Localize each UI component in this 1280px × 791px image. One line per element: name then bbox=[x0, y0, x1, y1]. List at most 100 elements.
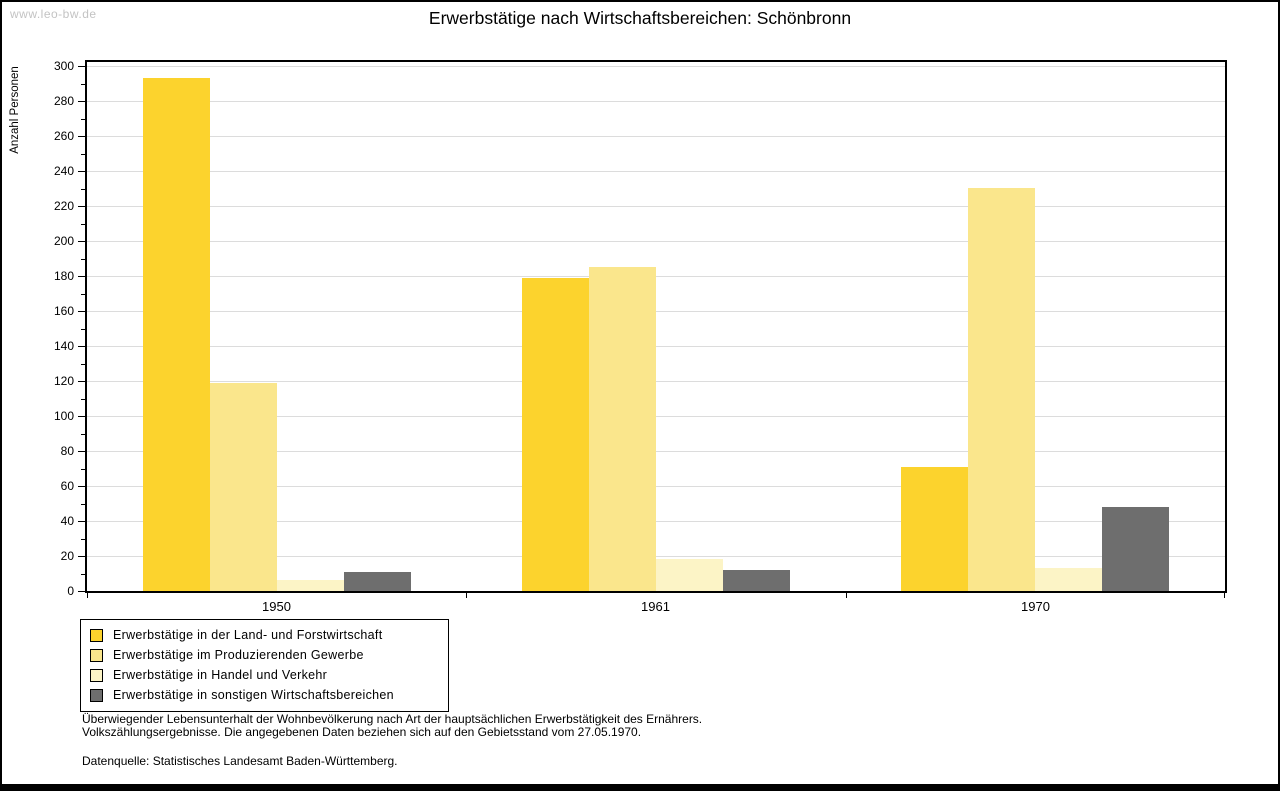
legend-item: Erwerbstätige im Produzierenden Gewerbe bbox=[90, 645, 439, 665]
y-axis-major-tick bbox=[78, 521, 85, 522]
y-axis-minor-tick bbox=[81, 119, 85, 120]
x-axis-tick bbox=[846, 593, 847, 598]
chart-title: Erwerbstätige nach Wirtschaftsbereichen:… bbox=[428, 8, 852, 28]
y-tick-label: 60 bbox=[60, 479, 74, 493]
footer-note-line2: Volkszählungsergebnisse. Die angegebenen… bbox=[82, 725, 642, 739]
y-axis-major-tick bbox=[78, 346, 85, 347]
y-tick-label: 160 bbox=[53, 304, 74, 318]
footer-note-line1: Überwiegender Lebensunterhalt der Wohnbe… bbox=[82, 712, 703, 726]
y-axis-major-tick bbox=[78, 101, 85, 102]
x-axis-tick bbox=[87, 593, 88, 598]
bar bbox=[656, 559, 723, 591]
y-tick-label: 100 bbox=[53, 409, 74, 423]
bar bbox=[1102, 507, 1169, 591]
bar bbox=[522, 278, 589, 591]
y-gridline bbox=[87, 136, 1225, 137]
y-tick-label: 240 bbox=[53, 164, 74, 178]
y-axis-major-tick bbox=[78, 381, 85, 382]
bar bbox=[210, 383, 277, 591]
y-gridline bbox=[87, 521, 1225, 522]
x-axis-tick bbox=[1224, 593, 1225, 598]
legend: Erwerbstätige in der Land- und Forstwirt… bbox=[80, 619, 449, 712]
bar bbox=[968, 188, 1035, 591]
y-axis-major-tick bbox=[78, 451, 85, 452]
legend-item: Erwerbstätige in Handel und Verkehr bbox=[90, 665, 439, 685]
y-axis-major-tick bbox=[78, 486, 85, 487]
legend-label: Erwerbstätige im Produzierenden Gewerbe bbox=[113, 648, 364, 662]
legend-swatch bbox=[90, 688, 103, 702]
legend-label: Erwerbstätige in der Land- und Forstwirt… bbox=[113, 628, 383, 642]
y-axis-minor-tick bbox=[81, 539, 85, 540]
bar bbox=[143, 78, 210, 591]
y-axis-major-tick bbox=[78, 241, 85, 242]
y-axis-major-tick bbox=[78, 136, 85, 137]
y-tick-label: 280 bbox=[53, 94, 74, 108]
y-gridline bbox=[87, 346, 1225, 347]
y-axis-minor-tick bbox=[81, 504, 85, 505]
y-axis-major-tick bbox=[78, 206, 85, 207]
legend-swatch bbox=[90, 648, 103, 662]
y-tick-label: 200 bbox=[53, 234, 74, 248]
y-gridline bbox=[87, 101, 1225, 102]
legend-item: Erwerbstätige in sonstigen Wirtschaftsbe… bbox=[90, 685, 439, 705]
x-tick-label: 1961 bbox=[641, 599, 670, 614]
y-gridline bbox=[87, 311, 1225, 312]
y-axis-minor-tick bbox=[81, 84, 85, 85]
y-axis-minor-tick bbox=[81, 189, 85, 190]
y-axis-major-tick bbox=[78, 311, 85, 312]
y-gridline bbox=[87, 241, 1225, 242]
y-axis-minor-tick bbox=[81, 294, 85, 295]
y-tick-label: 220 bbox=[53, 199, 74, 213]
y-axis-minor-tick bbox=[81, 259, 85, 260]
bar bbox=[901, 467, 968, 591]
y-axis-minor-tick bbox=[81, 364, 85, 365]
plot-area bbox=[85, 60, 1227, 593]
legend-swatch bbox=[90, 668, 103, 682]
y-gridline bbox=[87, 206, 1225, 207]
y-axis-major-tick bbox=[78, 556, 85, 557]
y-axis-minor-tick bbox=[81, 154, 85, 155]
y-tick-label: 300 bbox=[53, 59, 74, 73]
watermark: www.leo-bw.de bbox=[10, 7, 97, 21]
y-gridline bbox=[87, 556, 1225, 557]
y-axis-minor-tick bbox=[81, 399, 85, 400]
bar bbox=[589, 267, 656, 591]
y-axis-major-tick bbox=[78, 66, 85, 67]
bar bbox=[1035, 568, 1102, 591]
y-gridline bbox=[87, 451, 1225, 452]
y-gridline bbox=[87, 171, 1225, 172]
bar bbox=[723, 570, 790, 591]
y-tick-label: 260 bbox=[53, 129, 74, 143]
legend-label: Erwerbstätige in sonstigen Wirtschaftsbe… bbox=[113, 688, 394, 702]
y-axis-minor-tick bbox=[81, 434, 85, 435]
y-axis-major-tick bbox=[78, 591, 85, 592]
y-axis-minor-tick bbox=[81, 224, 85, 225]
y-axis-major-tick bbox=[78, 276, 85, 277]
y-tick-label: 140 bbox=[53, 339, 74, 353]
y-tick-label: 80 bbox=[60, 444, 74, 458]
y-tick-label: 0 bbox=[67, 584, 74, 598]
y-tick-label: 120 bbox=[53, 374, 74, 388]
y-tick-label: 180 bbox=[53, 269, 74, 283]
y-tick-label: 40 bbox=[60, 514, 74, 528]
y-axis-minor-tick bbox=[81, 329, 85, 330]
legend-item: Erwerbstätige in der Land- und Forstwirt… bbox=[90, 625, 439, 645]
y-gridline bbox=[87, 276, 1225, 277]
y-tick-label: 20 bbox=[60, 549, 74, 563]
y-axis-minor-tick bbox=[81, 469, 85, 470]
x-axis-tick bbox=[466, 593, 467, 598]
bar bbox=[277, 580, 344, 591]
y-gridline bbox=[87, 486, 1225, 487]
y-axis-major-tick bbox=[78, 416, 85, 417]
y-axis-minor-tick bbox=[81, 574, 85, 575]
x-tick-label: 1970 bbox=[1021, 599, 1050, 614]
footer-source: Datenquelle: Statistisches Landesamt Bad… bbox=[82, 754, 398, 768]
legend-swatch bbox=[90, 628, 103, 642]
bar bbox=[344, 572, 411, 591]
y-gridline bbox=[87, 381, 1225, 382]
y-gridline bbox=[87, 416, 1225, 417]
y-gridline bbox=[87, 66, 1225, 67]
legend-label: Erwerbstätige in Handel und Verkehr bbox=[113, 668, 328, 682]
y-axis-major-tick bbox=[78, 171, 85, 172]
